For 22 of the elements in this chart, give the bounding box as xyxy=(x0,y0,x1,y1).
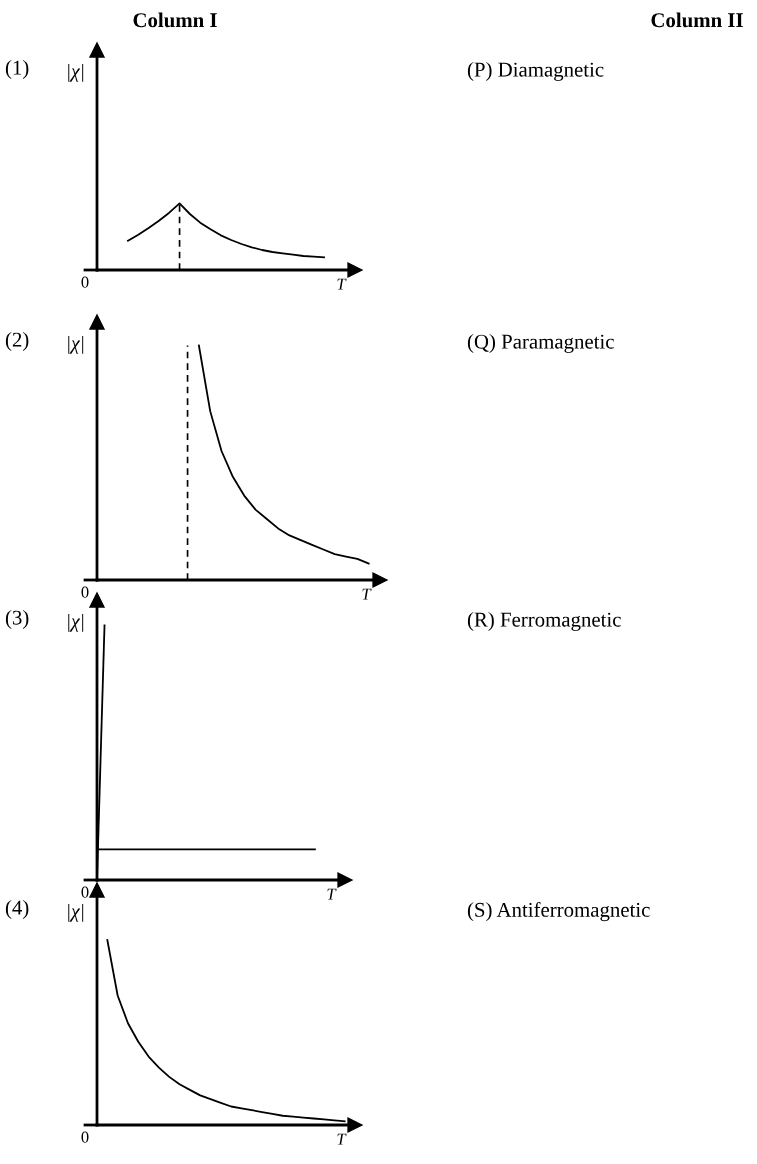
text: Column I xyxy=(133,12,217,28)
text: 0 xyxy=(81,276,89,288)
text: 0 xyxy=(81,886,89,898)
y-axis-title: |χ| xyxy=(68,904,84,922)
text: (R) Ferromagnetic xyxy=(467,612,621,631)
chart-title: (4) xyxy=(5,900,29,919)
text: (S) Antiferromagnetic xyxy=(467,902,650,922)
text: (Q) Paramagnetic xyxy=(467,334,614,353)
text: (P) Diamagnetic xyxy=(467,62,604,81)
chart-title: (3) xyxy=(5,610,29,629)
x-axis-title: T xyxy=(337,278,347,290)
text: 0 xyxy=(81,1131,89,1143)
y-axis-title: |χ| xyxy=(68,64,84,82)
x-axis-title: T xyxy=(337,1133,347,1145)
chart-title: (2) xyxy=(5,332,29,351)
x-axis-title: T xyxy=(327,888,337,900)
text: 0 xyxy=(81,586,89,598)
y-axis-title: |χ| xyxy=(68,614,84,632)
chart-title: (1) xyxy=(5,60,29,79)
x-axis-title: T xyxy=(362,588,372,600)
text: Column II xyxy=(651,12,743,28)
y-axis-title: |χ| xyxy=(68,336,84,354)
